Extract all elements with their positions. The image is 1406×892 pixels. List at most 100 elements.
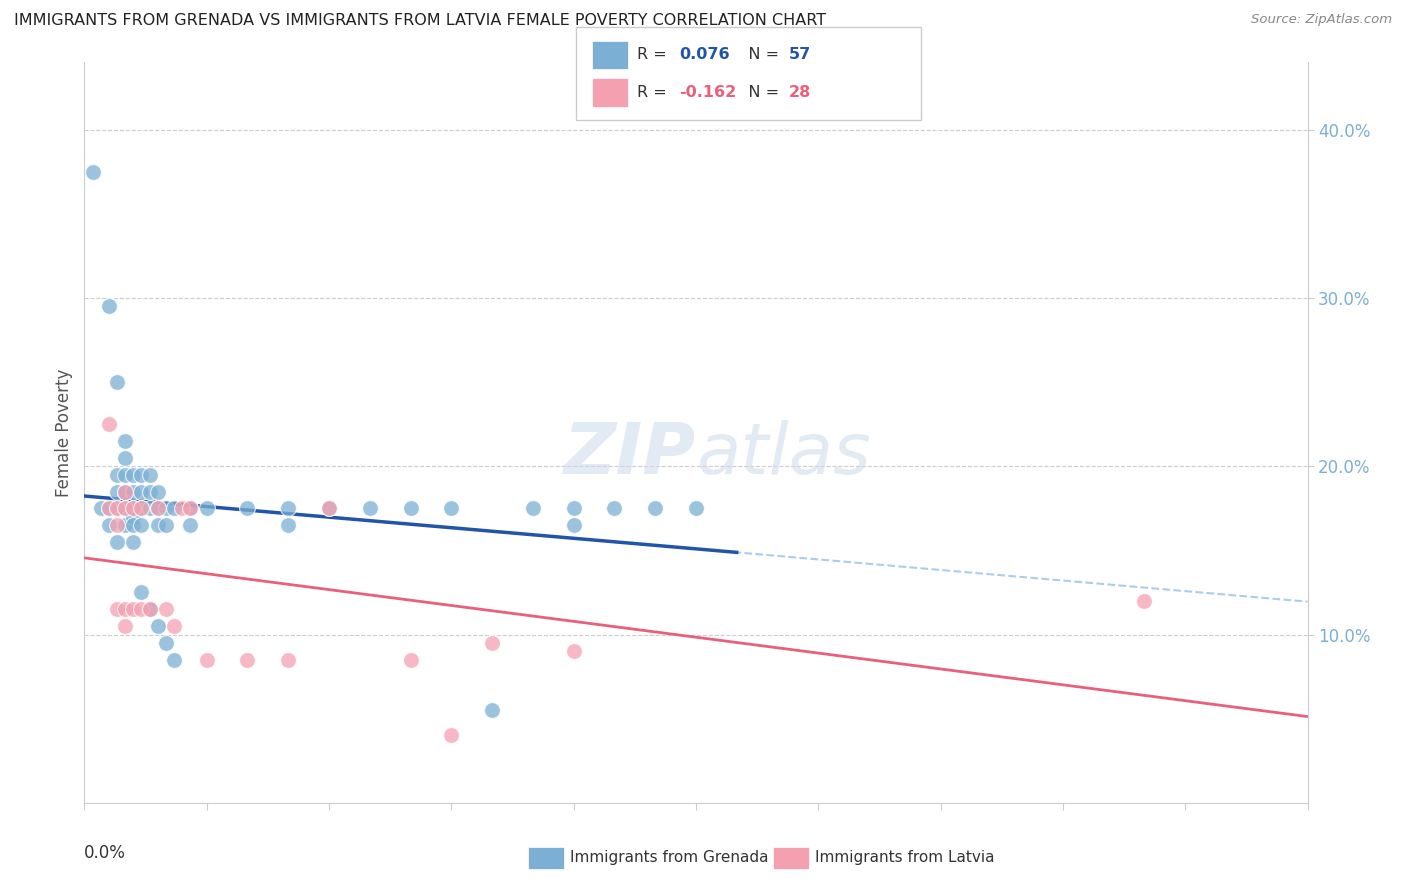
Point — [318, 501, 340, 516]
Point — [562, 644, 585, 658]
Point — [131, 467, 153, 482]
Point — [195, 653, 218, 667]
Point — [440, 501, 463, 516]
Point — [122, 602, 145, 616]
Point — [155, 602, 177, 616]
Text: IMMIGRANTS FROM GRENADA VS IMMIGRANTS FROM LATVIA FEMALE POVERTY CORRELATION CHA: IMMIGRANTS FROM GRENADA VS IMMIGRANTS FR… — [14, 13, 827, 29]
Point — [90, 501, 112, 516]
Point — [146, 518, 169, 533]
Point — [163, 619, 186, 633]
Point — [122, 518, 145, 533]
Point — [481, 636, 503, 650]
Text: 0.076: 0.076 — [679, 47, 730, 62]
Point — [603, 501, 626, 516]
Point — [146, 619, 169, 633]
Point — [105, 484, 128, 499]
Point — [318, 501, 340, 516]
Point — [114, 518, 136, 533]
Point — [97, 518, 120, 533]
Point — [114, 434, 136, 448]
Point — [644, 501, 666, 516]
Text: 28: 28 — [789, 85, 811, 100]
Point — [163, 501, 186, 516]
FancyBboxPatch shape — [529, 847, 564, 869]
Text: R =: R = — [637, 47, 672, 62]
FancyBboxPatch shape — [773, 847, 808, 869]
Point — [131, 501, 153, 516]
Point — [97, 300, 120, 314]
Point — [155, 518, 177, 533]
Text: 57: 57 — [789, 47, 811, 62]
Text: R =: R = — [637, 85, 672, 100]
Point — [146, 484, 169, 499]
Point — [122, 501, 145, 516]
Point — [138, 501, 160, 516]
Point — [105, 535, 128, 549]
Point — [82, 165, 104, 179]
Point — [114, 467, 136, 482]
Point — [236, 501, 259, 516]
Point — [155, 501, 177, 516]
Point — [114, 501, 136, 516]
Point — [114, 484, 136, 499]
Point — [481, 703, 503, 717]
Text: atlas: atlas — [696, 420, 870, 490]
Point — [146, 501, 169, 516]
Point — [522, 501, 544, 516]
Point — [155, 636, 177, 650]
Point — [114, 619, 136, 633]
Point — [105, 467, 128, 482]
Point — [179, 501, 201, 516]
Point — [131, 602, 153, 616]
Point — [105, 501, 128, 516]
Point — [138, 484, 160, 499]
Point — [562, 518, 585, 533]
Point — [122, 501, 145, 516]
Point — [195, 501, 218, 516]
Point — [131, 518, 153, 533]
Point — [138, 602, 160, 616]
Text: Source: ZipAtlas.com: Source: ZipAtlas.com — [1251, 13, 1392, 27]
Point — [399, 501, 422, 516]
Point — [138, 467, 160, 482]
Point — [114, 602, 136, 616]
Point — [105, 518, 128, 533]
Point — [97, 417, 120, 432]
Point — [105, 602, 128, 616]
Point — [359, 501, 381, 516]
Text: ZIP: ZIP — [564, 420, 696, 490]
Y-axis label: Female Poverty: Female Poverty — [55, 368, 73, 497]
Point — [114, 450, 136, 465]
Point — [277, 653, 299, 667]
Point — [122, 509, 145, 524]
Point — [138, 602, 160, 616]
Text: N =: N = — [733, 47, 783, 62]
Point — [131, 501, 153, 516]
Point — [114, 501, 136, 516]
Point — [163, 653, 186, 667]
Text: -0.162: -0.162 — [679, 85, 737, 100]
Text: Immigrants from Grenada: Immigrants from Grenada — [569, 850, 769, 865]
Point — [131, 484, 153, 499]
Point — [122, 535, 145, 549]
Point — [172, 501, 194, 516]
Point — [105, 501, 128, 516]
Point — [114, 484, 136, 499]
Point — [105, 375, 128, 389]
Point — [685, 501, 707, 516]
Point — [122, 484, 145, 499]
Text: N =: N = — [733, 85, 783, 100]
Point — [131, 585, 153, 599]
Text: 0.0%: 0.0% — [84, 844, 127, 862]
Point — [146, 501, 169, 516]
Point — [440, 729, 463, 743]
Point — [277, 501, 299, 516]
Point — [562, 501, 585, 516]
Point — [399, 653, 422, 667]
Point — [179, 518, 201, 533]
Point — [97, 501, 120, 516]
Text: Immigrants from Latvia: Immigrants from Latvia — [814, 850, 994, 865]
Point — [277, 518, 299, 533]
Point — [179, 501, 201, 516]
Point — [122, 467, 145, 482]
